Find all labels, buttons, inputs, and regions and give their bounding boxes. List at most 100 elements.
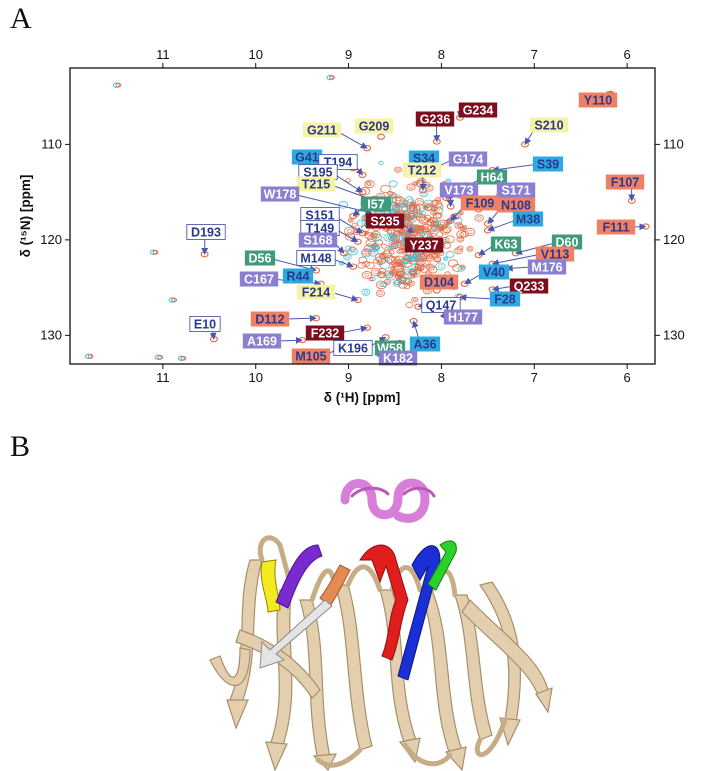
peak-contour (377, 260, 383, 266)
assignment-label-box (490, 236, 522, 252)
assignment-label: W178 (264, 188, 297, 202)
peak-contour (420, 223, 432, 233)
peak-contour (404, 196, 414, 203)
beta-sheets-beige (209, 559, 549, 761)
peak-contour (177, 355, 185, 361)
assignment-label: F28 (494, 293, 516, 307)
assignment-arrow (459, 293, 490, 301)
assignment-label: Y237 (409, 239, 438, 253)
peak-contour (398, 202, 407, 208)
peak-contour-inner (345, 255, 350, 259)
assignment-label-box (333, 340, 373, 356)
assignment-arrow (339, 132, 368, 149)
peak-contour (412, 252, 422, 260)
assignment-arrow (334, 292, 359, 302)
assignment-label: M105 (295, 350, 326, 364)
assignment-label: K196 (338, 342, 368, 356)
strand-orange (319, 564, 351, 607)
assignment-label-box (291, 348, 331, 364)
peak-contour (392, 203, 403, 213)
peak-contour (180, 355, 187, 361)
peak-contour-inner (423, 226, 429, 231)
assignment-label: F232 (311, 327, 340, 341)
peak-contour (358, 256, 368, 264)
assignment-label: F111 (602, 221, 629, 235)
assignment-arrow (491, 164, 534, 173)
peak-contour (409, 274, 416, 279)
peak-contour-inner (434, 202, 440, 207)
strand-purple (275, 544, 323, 609)
peak-contour (395, 239, 402, 244)
peak-contour-inner (437, 264, 443, 269)
peak-contour (386, 190, 394, 197)
peak-contour (435, 212, 443, 218)
assignment-label-box (512, 211, 544, 227)
x-tick-label-top: 6 (624, 47, 631, 62)
assignment-arrow (335, 174, 364, 193)
peak-contour-inner (414, 254, 419, 258)
peak-contour-inner (373, 270, 379, 275)
y-tick-label-right: 130 (663, 327, 685, 342)
assignment-label: R44 (287, 270, 310, 284)
peak-contour (394, 261, 402, 268)
peak-contour (406, 280, 415, 287)
assignment-label-box (460, 195, 500, 211)
peak-contour-inner (379, 273, 385, 277)
assignment-label-box (578, 92, 618, 108)
peak-contour (395, 196, 406, 205)
x-tick-label-bottom: 6 (624, 370, 631, 385)
peak-contour (351, 222, 358, 228)
strand-red (359, 544, 409, 661)
peak-contour-inner (389, 246, 393, 249)
assignment-label-box (476, 169, 508, 185)
peak-contour-inner (374, 246, 379, 250)
peak-contour (378, 160, 384, 165)
assignment-label: D104 (424, 276, 454, 290)
peak-contour-inner (411, 257, 415, 261)
peak-contour (401, 259, 413, 268)
y-axis-label: δ (¹⁵N) [ppm] (18, 175, 33, 258)
assignment-label: S171 (501, 184, 530, 198)
peak-contour-inner (423, 206, 428, 209)
assignment-label-box (509, 278, 549, 294)
peak-contour (348, 246, 356, 252)
assignment-label: S210 (534, 119, 563, 133)
plot-frame (69, 67, 656, 365)
y-tick-label-right: 120 (663, 232, 685, 247)
peak-contour-inner (459, 211, 463, 215)
peak-contour (154, 354, 162, 361)
peak-contour-inner (415, 227, 420, 232)
assignment-label-box (378, 350, 418, 366)
assignment-label: N108 (501, 199, 531, 213)
peak-contour (361, 249, 372, 258)
peak-contour (414, 197, 425, 206)
peak-contour-inner (460, 227, 464, 230)
assignment-label: F107 (611, 176, 640, 190)
assignment-label-box (402, 162, 442, 178)
peak-contour (405, 301, 414, 309)
assignment-label: G209 (359, 120, 390, 134)
assignment-label: Q147 (426, 299, 457, 313)
peak-contour (411, 296, 419, 303)
peak-contour (115, 82, 122, 88)
x-tick-label-top: 11 (156, 47, 170, 62)
assignment-label: V40 (483, 266, 505, 280)
peak-contour (419, 190, 428, 198)
x-tick-label-bottom: 7 (531, 370, 538, 385)
peak-contour-inner (435, 257, 440, 261)
assignment-label: Y110 (584, 94, 613, 108)
assignment-label-box (535, 246, 575, 262)
peak-contour (171, 297, 178, 303)
x-tick-label-bottom: 9 (345, 370, 352, 385)
peak-contour (466, 246, 474, 252)
peak-contour (404, 212, 415, 221)
assignment-arrow (487, 220, 514, 232)
peak-contour (406, 183, 416, 191)
strand-yellow (260, 559, 281, 613)
peak-contour (442, 256, 449, 261)
peak-contour (372, 259, 379, 264)
peak-contour (426, 219, 435, 226)
peak-contour (416, 264, 425, 272)
peak-contour (395, 195, 403, 202)
